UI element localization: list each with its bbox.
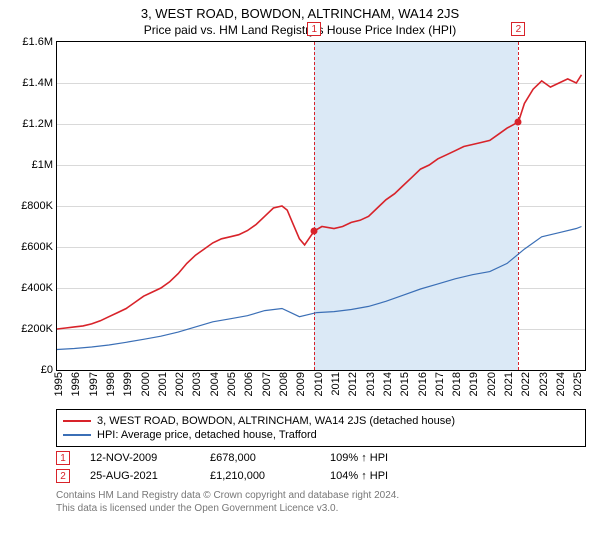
y-axis-label: £1M — [32, 159, 53, 171]
sale-price: £678,000 — [210, 452, 310, 464]
x-axis-label: 2016 — [417, 372, 429, 396]
footer-line-1: Contains HM Land Registry data © Crown c… — [56, 489, 586, 502]
legend-row: HPI: Average price, detached house, Traf… — [63, 428, 579, 442]
y-axis-label: £800K — [21, 200, 53, 212]
series-price_paid — [57, 75, 582, 329]
x-axis-label: 2015 — [399, 372, 411, 396]
x-axis-label: 2020 — [486, 372, 498, 396]
sale-pct: 109% ↑ HPI — [330, 452, 430, 464]
sale-date: 25-AUG-2021 — [90, 470, 190, 482]
chart-plot-area: £0£200K£400K£600K£800K£1M£1.2M£1.4M£1.6M… — [56, 41, 586, 371]
y-axis-label: £400K — [21, 282, 53, 294]
sale-price: £1,210,000 — [210, 470, 310, 482]
x-axis-label: 2022 — [520, 372, 532, 396]
y-axis-label: £600K — [21, 241, 53, 253]
x-axis-label: 2007 — [261, 372, 273, 396]
x-axis-label: 2004 — [209, 372, 221, 396]
x-axis-label: 1997 — [88, 372, 100, 396]
x-axis-label: 2018 — [451, 372, 463, 396]
legend-label: 3, WEST ROAD, BOWDON, ALTRINCHAM, WA14 2… — [97, 415, 455, 427]
chart-lines — [57, 42, 585, 370]
x-axis-label: 2024 — [555, 372, 567, 396]
legend-row: 3, WEST ROAD, BOWDON, ALTRINCHAM, WA14 2… — [63, 414, 579, 428]
series-hpi — [57, 227, 582, 350]
x-axis-label: 2013 — [365, 372, 377, 396]
x-axis-label: 2021 — [503, 372, 515, 396]
x-axis-label: 2014 — [382, 372, 394, 396]
x-axis-label: 2019 — [468, 372, 480, 396]
x-axis-label: 1996 — [70, 372, 82, 396]
x-axis-label: 2012 — [347, 372, 359, 396]
x-axis-label: 2006 — [243, 372, 255, 396]
sale-row: 1 12-NOV-2009 £678,000 109% ↑ HPI — [56, 451, 586, 465]
chart-subtitle: Price paid vs. HM Land Registry's House … — [0, 21, 600, 41]
x-axis-label: 1999 — [122, 372, 134, 396]
y-axis-label: £200K — [21, 323, 53, 335]
x-axis-label: 2000 — [140, 372, 152, 396]
sale-marker: 2 — [511, 22, 525, 36]
x-axis-label: 2011 — [330, 372, 342, 396]
sale-marker: 1 — [307, 22, 321, 36]
x-axis-label: 1998 — [105, 372, 117, 396]
y-axis-label: £1.6M — [22, 36, 53, 48]
x-axis-label: 2003 — [191, 372, 203, 396]
chart-title: 3, WEST ROAD, BOWDON, ALTRINCHAM, WA14 2… — [0, 0, 600, 21]
x-axis-label: 2005 — [226, 372, 238, 396]
x-axis-label: 2002 — [174, 372, 186, 396]
legend-swatch — [63, 420, 91, 422]
footer-line-2: This data is licensed under the Open Gov… — [56, 502, 586, 515]
sale-point — [311, 228, 318, 235]
x-axis-label: 2001 — [157, 372, 169, 396]
footer-attribution: Contains HM Land Registry data © Crown c… — [56, 489, 586, 515]
sale-date: 12-NOV-2009 — [90, 452, 190, 464]
x-axis-label: 2023 — [538, 372, 550, 396]
x-axis-label: 2010 — [313, 372, 325, 396]
x-axis-label: 2017 — [434, 372, 446, 396]
sale-row-marker: 2 — [56, 469, 70, 483]
x-axis-label: 1995 — [53, 372, 65, 396]
legend: 3, WEST ROAD, BOWDON, ALTRINCHAM, WA14 2… — [56, 409, 586, 447]
legend-swatch — [63, 434, 91, 436]
x-axis-label: 2008 — [278, 372, 290, 396]
sale-row: 2 25-AUG-2021 £1,210,000 104% ↑ HPI — [56, 469, 586, 483]
y-axis-label: £1.4M — [22, 77, 53, 89]
sale-row-marker: 1 — [56, 451, 70, 465]
legend-label: HPI: Average price, detached house, Traf… — [97, 429, 317, 441]
y-axis-label: £0 — [41, 364, 53, 376]
sale-pct: 104% ↑ HPI — [330, 470, 430, 482]
sale-point — [515, 118, 522, 125]
y-axis-label: £1.2M — [22, 118, 53, 130]
x-axis-label: 2009 — [295, 372, 307, 396]
x-axis-label: 2025 — [572, 372, 584, 396]
